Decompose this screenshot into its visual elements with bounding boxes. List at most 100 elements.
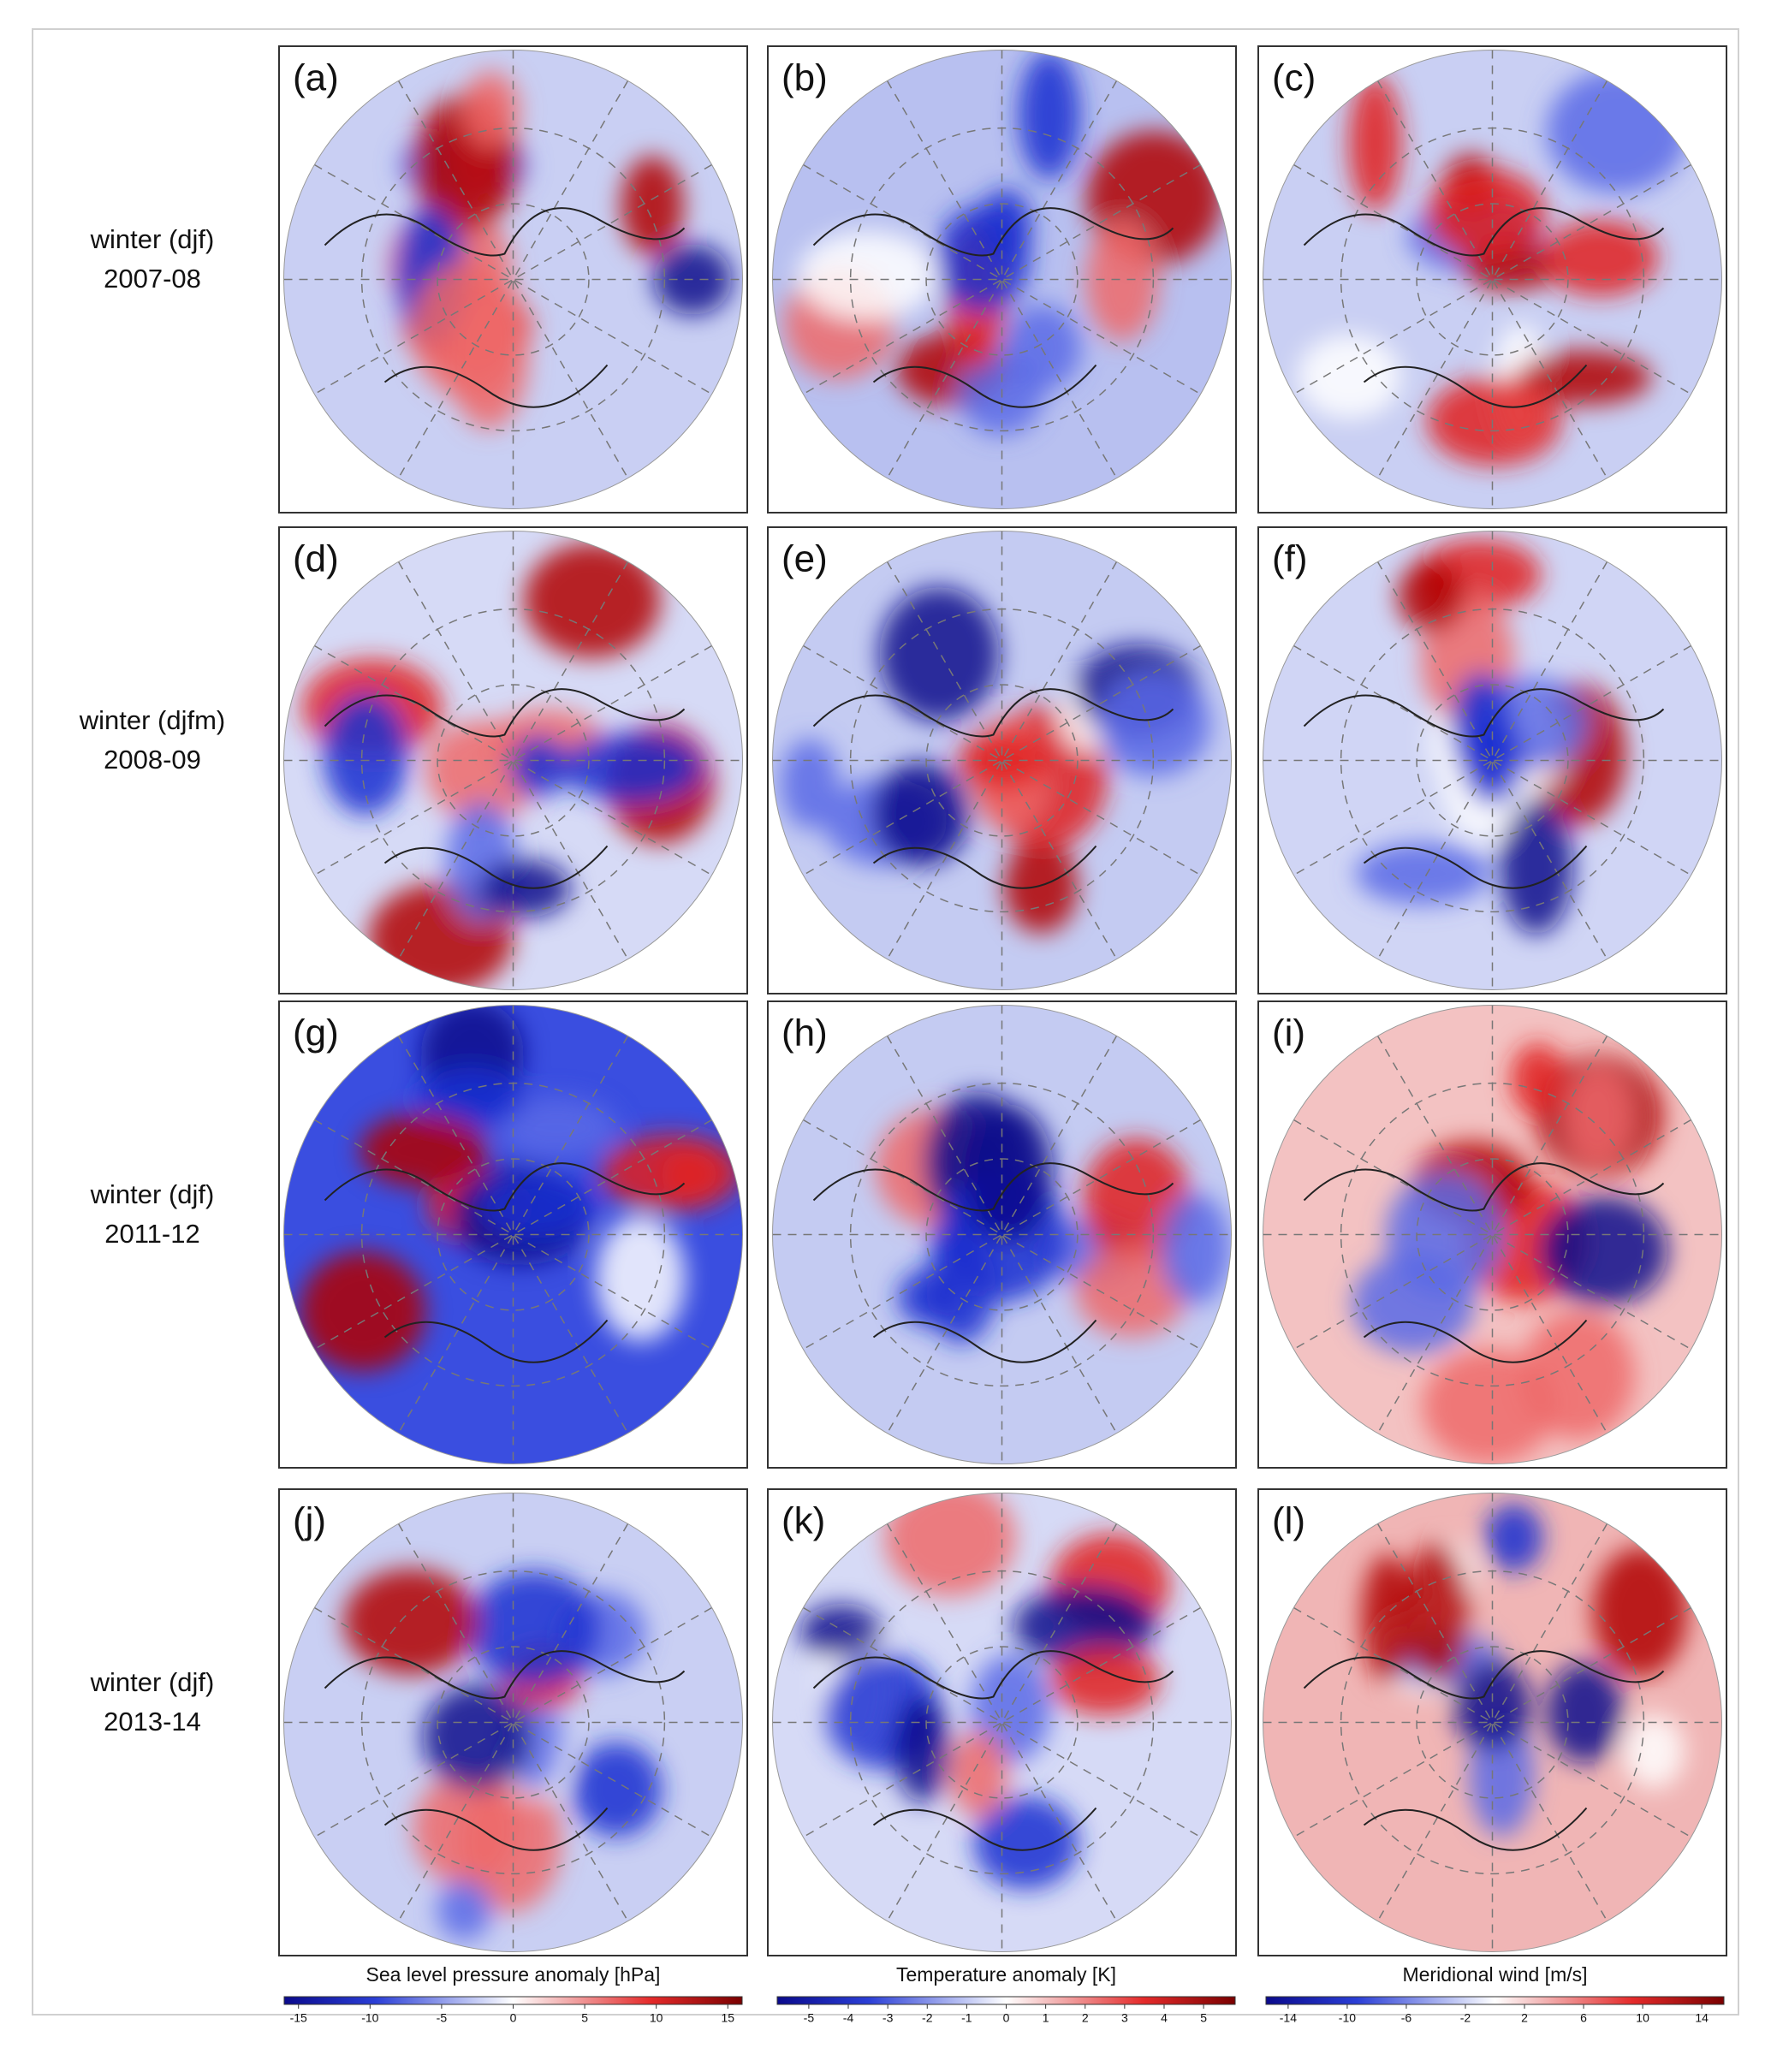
colorbar-tick-label: 14	[1695, 2011, 1709, 2025]
anomaly	[1049, 1645, 1161, 1716]
anomaly	[964, 1104, 1054, 1242]
anomaly	[1450, 673, 1513, 784]
colorbar-tick-label: 10	[1636, 2011, 1649, 2025]
map-field	[283, 50, 743, 509]
colorbar	[1265, 1996, 1725, 2005]
anomaly	[879, 586, 1000, 722]
map-field	[283, 1005, 743, 1464]
anomaly-blobs	[799, 1493, 1170, 1890]
anomaly	[1397, 561, 1465, 632]
map-panel: (a)	[278, 45, 748, 514]
colorbar-tick-label: -10	[361, 2011, 378, 2025]
colorbar-tick-label: 3	[1121, 2011, 1128, 2025]
latitude-circle	[437, 1158, 590, 1311]
anomaly	[323, 692, 409, 816]
anomaly	[1521, 1311, 1635, 1440]
anomaly	[1562, 1063, 1633, 1168]
anomaly	[595, 1215, 686, 1342]
map-outline	[772, 531, 1232, 990]
anomaly	[780, 739, 839, 829]
map-outline	[772, 50, 1232, 509]
anomaly	[1096, 671, 1211, 777]
row-label-season: winter (djfm)	[79, 705, 226, 735]
anomaly	[437, 1879, 492, 1941]
map-outline	[1263, 1493, 1722, 1952]
anomaly	[360, 1113, 488, 1188]
anomaly	[958, 730, 1049, 791]
map-panel: (d)	[278, 526, 748, 994]
anomaly	[509, 735, 569, 798]
anomaly-blobs	[389, 71, 733, 430]
map-background	[283, 50, 743, 509]
colorbar-tick-label: 6	[1580, 2011, 1587, 2025]
row-label-season: winter (djf)	[90, 224, 215, 254]
anomaly	[797, 230, 938, 320]
coastline	[1303, 688, 1665, 889]
row-label-years: 2008-09	[104, 745, 201, 775]
colorbar-tick-label: 5	[581, 2011, 588, 2025]
map-panel: (g)	[278, 1000, 748, 1469]
map-panel: (b)	[767, 45, 1237, 514]
colorbar-tick-label: 1	[1043, 2011, 1049, 2025]
latitude-circle	[925, 684, 1079, 837]
anomaly	[1297, 334, 1402, 419]
anomaly	[1018, 50, 1081, 180]
panel-label: (i)	[1272, 1012, 1305, 1054]
map-field	[772, 50, 1232, 509]
colorbar-tick-label: -3	[883, 2011, 894, 2025]
anomaly-blobs	[1355, 539, 1626, 935]
map-field	[772, 1005, 1232, 1464]
anomaly	[871, 761, 971, 867]
coastline	[324, 1162, 686, 1363]
latitude-circle	[925, 1158, 1079, 1311]
coastline	[324, 688, 686, 889]
map-field	[772, 1493, 1232, 1952]
anomaly	[343, 1568, 479, 1675]
colorbar-tick-label: 10	[650, 2011, 663, 2025]
anomaly	[477, 1173, 597, 1239]
colorbar-tick-label: 0	[1003, 2011, 1010, 2025]
map-outline	[1263, 1005, 1722, 1464]
anomaly	[300, 1251, 426, 1372]
colorbar-tick-label: 2	[1082, 2011, 1089, 2025]
coastline	[812, 688, 1174, 889]
colorbar-tick-label: 2	[1521, 2011, 1528, 2025]
map-panel: (h)	[767, 1000, 1237, 1469]
map-outline	[283, 50, 743, 509]
colorbar-tick-label: -10	[1339, 2011, 1356, 2025]
coastline	[324, 1650, 686, 1851]
coastline	[812, 207, 1174, 408]
panel-label: (g)	[293, 1012, 339, 1054]
panel-label: (a)	[293, 57, 339, 99]
colorbar-tick-label: 0	[510, 2011, 517, 2025]
colorbar-tick-label: 4	[1161, 2011, 1168, 2025]
latitude-circle	[1416, 684, 1569, 837]
latitude-circle	[437, 203, 590, 356]
colorbar-tick-label: -14	[1280, 2011, 1297, 2025]
anomaly	[949, 1731, 1008, 1818]
coastline	[812, 1650, 1174, 1851]
latitude-circle	[925, 1646, 1079, 1799]
row-label-years: 2007-08	[104, 264, 201, 294]
colorbar-tick-label: -6	[1401, 2011, 1412, 2025]
anomaly	[1546, 1662, 1624, 1763]
map-panel: (f)	[1257, 526, 1727, 994]
anomaly	[572, 1742, 662, 1837]
latitude-circle	[437, 1646, 590, 1799]
anomaly	[523, 542, 661, 658]
anomaly-blobs	[302, 542, 714, 990]
row-label-years: 2011-12	[104, 1219, 199, 1249]
map-field	[1263, 531, 1722, 990]
anomaly	[799, 1604, 881, 1659]
anomaly	[478, 859, 571, 918]
colorbar-tick-label: 5	[1200, 2011, 1207, 2025]
anomaly-blobs	[875, 1091, 1231, 1344]
colorbar-tick-label: -5	[804, 2011, 815, 2025]
anomaly	[425, 721, 540, 822]
anomaly	[621, 156, 684, 256]
anomaly	[1355, 842, 1490, 905]
panel-label: (l)	[1272, 1500, 1305, 1542]
anomaly	[1075, 1244, 1188, 1338]
map-outline	[1263, 531, 1722, 990]
